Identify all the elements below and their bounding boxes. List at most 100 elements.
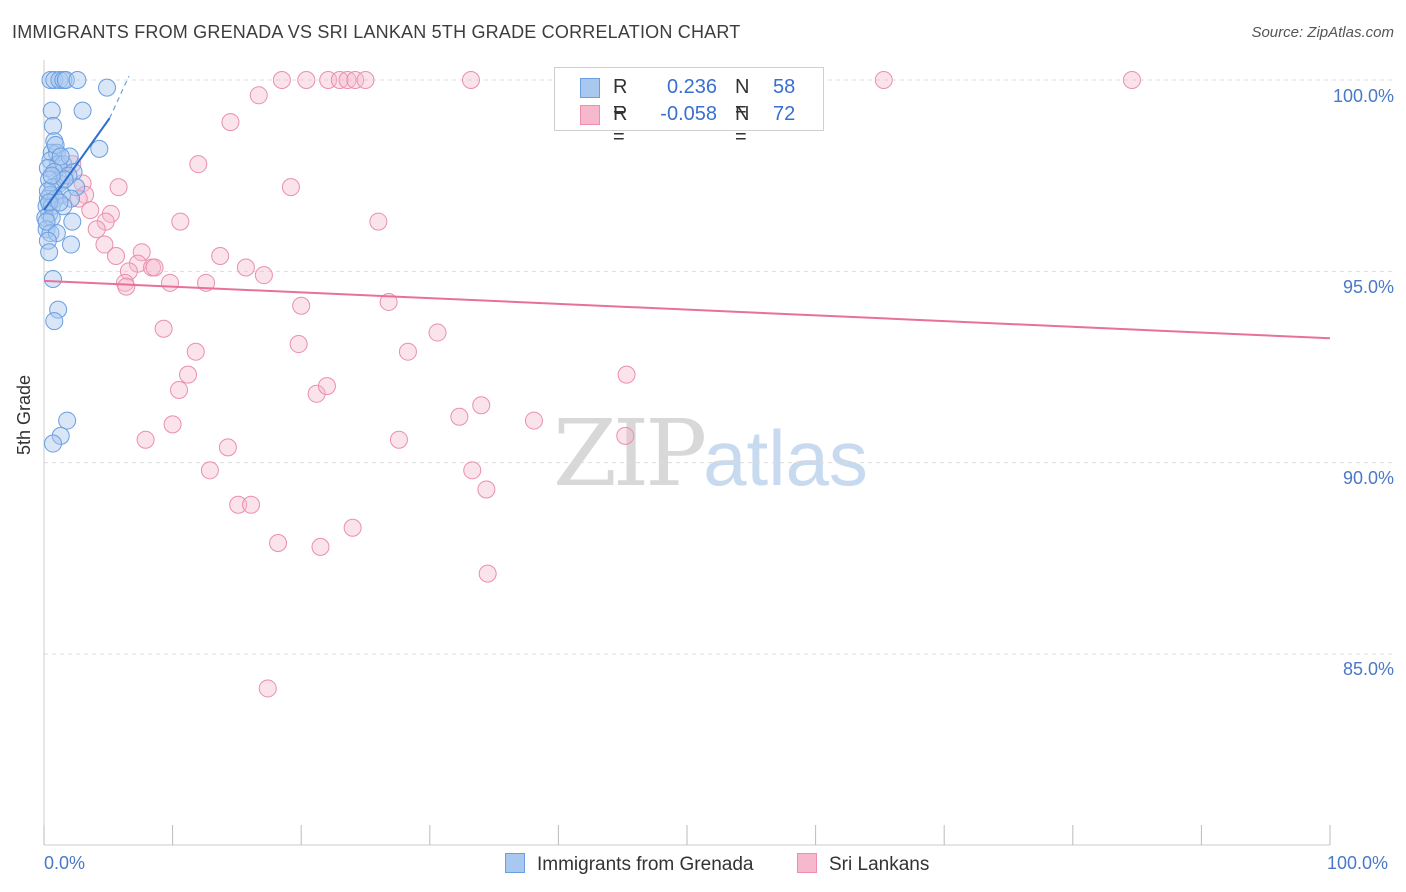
data-point-srilanka bbox=[317, 377, 336, 396]
data-point-srilanka bbox=[289, 335, 308, 354]
n-label: N = bbox=[735, 103, 750, 148]
data-point-grenada bbox=[58, 411, 77, 430]
data-point-grenada bbox=[47, 224, 66, 243]
data-point-srilanka bbox=[69, 189, 88, 208]
legend-item-grenada[interactable]: Immigrants from Grenada bbox=[505, 853, 753, 876]
y-tick-label: 90.0% bbox=[1342, 468, 1394, 488]
data-point-srilanka bbox=[292, 296, 311, 315]
data-point-srilanka bbox=[218, 438, 237, 457]
data-point-grenada bbox=[60, 147, 79, 166]
series-grenada bbox=[36, 71, 117, 453]
data-point-grenada bbox=[51, 147, 70, 166]
data-point-srilanka bbox=[269, 534, 288, 553]
data-point-srilanka bbox=[95, 235, 114, 254]
grid-lines bbox=[44, 79, 1395, 655]
data-point-grenada bbox=[42, 101, 61, 120]
data-point-srilanka bbox=[258, 679, 277, 698]
n-value: 58 bbox=[773, 76, 796, 98]
data-point-srilanka bbox=[478, 564, 497, 583]
data-point-srilanka bbox=[200, 461, 219, 480]
data-point-srilanka bbox=[477, 480, 496, 499]
data-point-srilanka bbox=[249, 86, 268, 105]
data-point-srilanka bbox=[242, 495, 261, 514]
y-tick-label: 85.0% bbox=[1342, 659, 1394, 679]
data-point-srilanka bbox=[330, 71, 349, 89]
data-point-grenada bbox=[42, 166, 61, 185]
data-point-grenada bbox=[37, 212, 56, 231]
data-point-grenada bbox=[44, 434, 63, 453]
data-point-srilanka bbox=[281, 178, 300, 197]
data-point-srilanka bbox=[179, 365, 198, 384]
data-point-grenada bbox=[50, 71, 69, 89]
y-tick-label: 100.0% bbox=[1332, 86, 1394, 106]
series-sri-lankans bbox=[55, 71, 1141, 698]
watermark: ZIPatlas bbox=[553, 400, 868, 507]
data-point-srilanka bbox=[874, 71, 893, 89]
data-point-srilanka bbox=[161, 273, 180, 292]
trend-line-grenada bbox=[43, 117, 111, 211]
data-point-srilanka bbox=[145, 258, 164, 277]
data-point-srilanka bbox=[117, 277, 136, 296]
data-point-srilanka bbox=[170, 380, 189, 399]
y-axis-label: 5th Grade bbox=[14, 374, 34, 455]
data-point-grenada bbox=[50, 193, 69, 212]
data-point-grenada bbox=[38, 181, 57, 200]
x-tick-label: 0.0% bbox=[44, 853, 86, 873]
data-point-srilanka bbox=[136, 430, 155, 449]
r-value: 0.236 bbox=[666, 76, 717, 98]
x-tick-label: 100.0% bbox=[1327, 853, 1389, 873]
data-point-srilanka bbox=[107, 247, 126, 266]
data-point-grenada bbox=[38, 231, 57, 250]
grenada-swatch bbox=[580, 78, 600, 98]
data-point-grenada bbox=[73, 101, 92, 120]
data-point-srilanka bbox=[186, 342, 205, 361]
data-point-grenada bbox=[90, 139, 109, 158]
data-point-grenada bbox=[68, 71, 87, 89]
data-point-srilanka bbox=[379, 292, 398, 311]
data-point-srilanka bbox=[617, 365, 636, 384]
data-point-srilanka bbox=[472, 396, 491, 415]
data-point-srilanka bbox=[229, 495, 248, 514]
data-point-srilanka bbox=[616, 426, 635, 445]
data-point-grenada bbox=[44, 116, 63, 135]
data-point-srilanka bbox=[297, 71, 316, 89]
data-point-grenada bbox=[46, 136, 65, 155]
watermark-atlas: atlas bbox=[703, 414, 868, 502]
data-point-srilanka bbox=[87, 220, 106, 239]
data-point-srilanka bbox=[524, 411, 543, 430]
axes bbox=[43, 60, 1331, 846]
data-point-srilanka bbox=[81, 201, 100, 220]
data-point-grenada bbox=[62, 235, 81, 254]
data-point-srilanka bbox=[236, 258, 255, 277]
data-point-srilanka bbox=[398, 342, 417, 361]
data-point-srilanka bbox=[307, 384, 326, 403]
watermark-zip: ZIP bbox=[553, 400, 707, 507]
data-point-srilanka bbox=[119, 262, 138, 281]
r-label: R = bbox=[613, 76, 628, 121]
data-point-srilanka bbox=[463, 461, 482, 480]
data-point-srilanka bbox=[450, 407, 469, 426]
data-point-grenada bbox=[41, 71, 60, 89]
data-point-srilanka bbox=[109, 178, 128, 197]
data-point-srilanka bbox=[128, 254, 147, 273]
data-point-srilanka bbox=[254, 266, 273, 285]
data-point-srilanka bbox=[356, 71, 375, 89]
trend-line-srilanka bbox=[43, 279, 1331, 340]
data-point-srilanka bbox=[171, 212, 190, 231]
legend-item-srilanka[interactable]: Sri Lankans bbox=[797, 853, 929, 876]
srilanka-legend-swatch bbox=[797, 853, 817, 873]
data-point-srilanka bbox=[343, 518, 362, 537]
r-value: -0.058 bbox=[660, 103, 717, 125]
data-point-srilanka bbox=[272, 71, 291, 89]
legend-label: Immigrants from Grenada bbox=[537, 854, 754, 875]
trend-line-grenada-extension bbox=[109, 75, 130, 119]
data-point-srilanka bbox=[163, 415, 182, 434]
chart-title: IMMIGRANTS FROM GRENADA VS SRI LANKAN 5T… bbox=[12, 22, 741, 42]
data-point-grenada bbox=[51, 426, 70, 445]
r-label: R = bbox=[613, 103, 628, 148]
data-point-srilanka bbox=[154, 319, 173, 338]
data-point-srilanka bbox=[96, 212, 115, 231]
data-point-srilanka bbox=[311, 537, 330, 556]
data-point-srilanka bbox=[389, 430, 408, 449]
data-point-grenada bbox=[40, 243, 59, 262]
